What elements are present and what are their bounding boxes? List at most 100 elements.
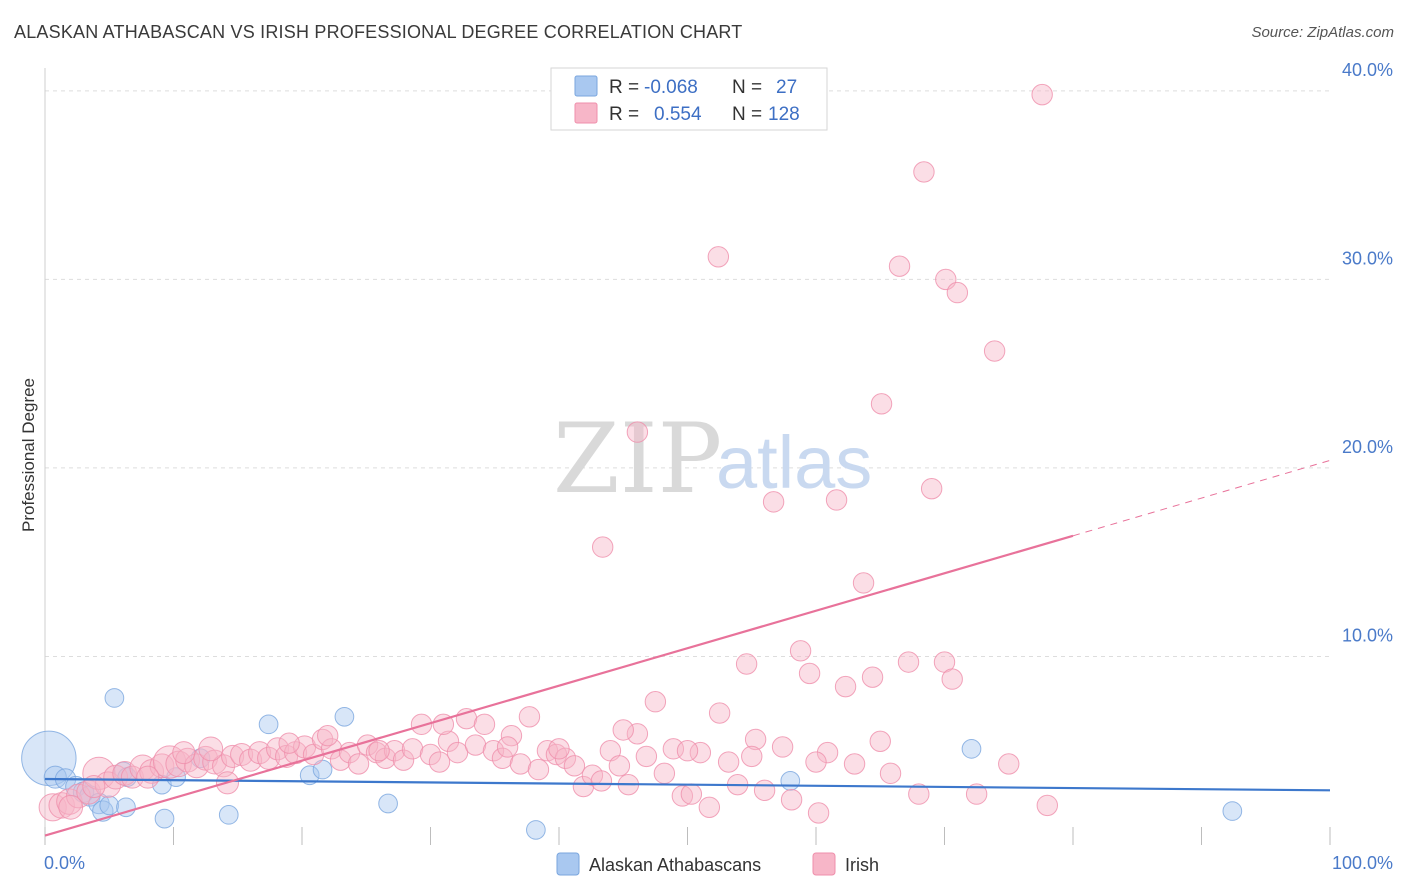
data-point (428, 751, 451, 773)
bottom-legend-swatch-blue (556, 852, 580, 876)
data-point (843, 753, 866, 775)
data-point (334, 706, 355, 727)
data-point (278, 732, 300, 754)
data-point (852, 572, 875, 594)
data-point (82, 756, 116, 791)
legend-swatch-blue (574, 75, 598, 97)
data-point (735, 653, 758, 675)
data-point (275, 744, 299, 768)
legend-n-label-1: N = (732, 77, 762, 98)
data-point (21, 730, 77, 786)
data-point (368, 740, 390, 762)
data-point (299, 765, 320, 786)
bottom-legend-label-pink: Irish (845, 855, 879, 875)
data-point (526, 820, 546, 840)
bottom-legend-label-blue: Alaskan Athabascans (589, 855, 761, 875)
data-point (626, 421, 649, 443)
x-tick-label-min: 0.0% (44, 853, 85, 873)
bottom-legend: Alaskan Athabascans Irish (556, 852, 879, 876)
data-point (378, 793, 398, 814)
data-point (671, 785, 694, 807)
data-point (608, 755, 631, 777)
data-point (383, 740, 406, 762)
data-point (861, 666, 884, 688)
data-point (780, 771, 801, 791)
data-point (198, 736, 224, 762)
source-label: Source: ZipAtlas.com (1251, 24, 1394, 41)
data-point (347, 753, 370, 775)
data-point (572, 775, 595, 798)
data-point (518, 706, 541, 728)
data-point (48, 792, 75, 819)
data-point (165, 750, 192, 778)
data-point (258, 714, 279, 735)
data-point (590, 770, 613, 792)
legend-n-value-1: 27 (776, 77, 797, 98)
data-point (780, 789, 803, 811)
data-point (741, 745, 763, 768)
data-point (437, 730, 460, 753)
data-point (239, 748, 263, 772)
data-point (612, 719, 634, 741)
data-point (464, 734, 487, 756)
data-point (548, 738, 570, 760)
data-point (104, 688, 125, 708)
data-point (961, 738, 982, 759)
data-point (82, 775, 106, 799)
data-point (825, 489, 848, 511)
data-point (908, 783, 930, 805)
data-point (807, 802, 830, 824)
tick-labels: 10.0% 20.0% 30.0% 40.0% 0.0% 100.0% (44, 60, 1393, 873)
data-point (680, 783, 703, 805)
data-point (888, 255, 911, 277)
data-point (753, 779, 776, 802)
gridlines (45, 90, 1330, 657)
legend-r-label-2: R = (609, 104, 639, 125)
data-point (965, 783, 988, 805)
data-point (154, 808, 175, 829)
data-point (496, 736, 519, 758)
data-point (410, 713, 433, 736)
data-point (401, 738, 424, 760)
legend-box: R = -0.068 N = 27 R = 0.554 N = 128 (550, 67, 828, 131)
trend-line-alaskan-athabascans (44, 777, 1331, 792)
data-point (446, 741, 469, 764)
data-point (527, 758, 550, 781)
data-point (635, 745, 658, 768)
data-point (591, 536, 614, 558)
watermark-atlas: atlas (716, 421, 872, 504)
data-point (698, 796, 721, 818)
data-point (509, 753, 532, 775)
data-point (473, 713, 496, 736)
data-point (913, 161, 935, 183)
data-point (941, 668, 963, 690)
data-point (805, 751, 827, 773)
data-point (798, 662, 821, 685)
data-point (1031, 83, 1053, 106)
data-point (762, 491, 785, 513)
data-point (920, 477, 943, 500)
legend-r-value-2: 0.554 (654, 104, 702, 125)
data-point (879, 762, 902, 785)
data-point (717, 751, 740, 773)
trend-line-irish-extension (1072, 459, 1331, 537)
data-point (99, 795, 120, 816)
series-irish (38, 83, 1059, 824)
data-point (789, 640, 812, 662)
y-tick-label: 40.0% (1342, 60, 1393, 80)
data-point (626, 723, 649, 745)
data-point (662, 738, 685, 760)
data-point (432, 713, 455, 736)
data-point (1222, 801, 1243, 821)
data-point (998, 753, 1020, 775)
watermark: ZIP atlas (553, 403, 872, 515)
y-tick-label: 20.0% (1342, 437, 1393, 457)
data-point (708, 702, 731, 724)
data-point (38, 793, 67, 822)
data-point (491, 747, 514, 769)
data-point (1036, 794, 1059, 817)
y-tick-label: 10.0% (1342, 625, 1393, 645)
data-point (212, 754, 236, 778)
data-point (392, 749, 415, 771)
